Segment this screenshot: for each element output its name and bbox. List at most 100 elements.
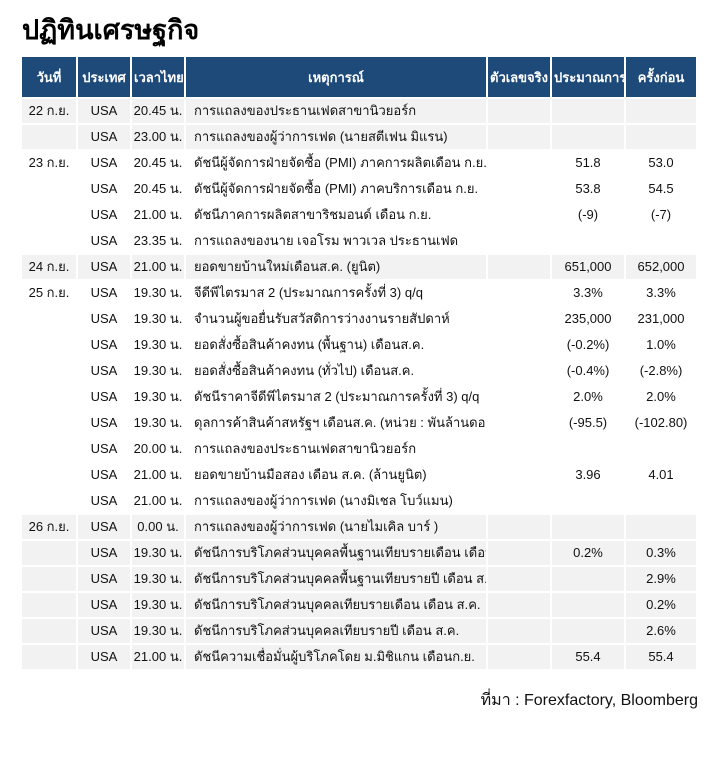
cell-event: การแถลงของนาย เจอโรม พาวเวล ประธานเฟด bbox=[186, 229, 486, 254]
cell-forecast: 651,000 bbox=[552, 255, 624, 280]
source-note: ที่มา : Forexfactory, Bloomberg bbox=[480, 692, 698, 710]
table-row: USA 19.30 น. ดัชนีการบริโภคส่วนบุคคลพื้นฐา… bbox=[22, 567, 696, 592]
cell-forecast bbox=[552, 125, 624, 150]
cell-time: 19.30 น. bbox=[132, 385, 184, 410]
table-row: USA 19.30 น. ดุลการค้าสินค้าสหรัฐฯ เดือนส.… bbox=[22, 411, 696, 436]
cell-actual bbox=[488, 333, 550, 358]
cell-time: 19.30 น. bbox=[132, 541, 184, 566]
cell-event: การแถลงของผู้ว่าการเฟด (นายสตีเฟน มิแรน) bbox=[186, 125, 486, 150]
cell-previous: 1.0% bbox=[626, 333, 696, 358]
cell-country: USA bbox=[78, 619, 130, 644]
cell-date bbox=[22, 593, 76, 618]
cell-actual bbox=[488, 515, 550, 540]
cell-country: USA bbox=[78, 99, 130, 124]
table-row: 23 ก.ย. USA 20.45 น. ดัชนีผู้จัดการฝ่ายจัดซ… bbox=[22, 151, 696, 176]
cell-forecast: 0.2% bbox=[552, 541, 624, 566]
cell-date bbox=[22, 307, 76, 332]
cell-actual bbox=[488, 593, 550, 618]
cell-date bbox=[22, 437, 76, 462]
cell-country: USA bbox=[78, 541, 130, 566]
cell-event: จำนวนผู้ขอยื่นรับสวัสดิการว่างงานรายสัปด… bbox=[186, 307, 486, 332]
cell-date bbox=[22, 359, 76, 384]
cell-event: ดุลการค้าสินค้าสหรัฐฯ เดือนส.ค. (หน่วย :… bbox=[186, 411, 486, 436]
cell-date bbox=[22, 489, 76, 514]
table-row: USA 23.35 น. การแถลงของนาย เจอโรม พาวเวล ป… bbox=[22, 229, 696, 254]
cell-previous bbox=[626, 229, 696, 254]
economic-calendar-page: ปฏิทินเศรษฐกิจ วันที่ ประเทศ เวลาไทย เหตุกา… bbox=[22, 15, 698, 710]
cell-country: USA bbox=[78, 437, 130, 462]
cell-time: 20.45 น. bbox=[132, 151, 184, 176]
cell-time: 0.00 น. bbox=[132, 515, 184, 540]
cell-country: USA bbox=[78, 489, 130, 514]
cell-actual bbox=[488, 645, 550, 670]
cell-forecast bbox=[552, 593, 624, 618]
table-row: USA 20.45 น. ดัชนีผู้จัดการฝ่ายจัดซื้อ (PM… bbox=[22, 177, 696, 202]
cell-forecast: 55.4 bbox=[552, 645, 624, 670]
cell-date: 26 ก.ย. bbox=[22, 515, 76, 540]
cell-forecast: 2.0% bbox=[552, 385, 624, 410]
cell-date: 24 ก.ย. bbox=[22, 255, 76, 280]
cell-actual bbox=[488, 255, 550, 280]
cell-previous: 4.01 bbox=[626, 463, 696, 488]
cell-forecast: 53.8 bbox=[552, 177, 624, 202]
cell-forecast: (-9) bbox=[552, 203, 624, 228]
cell-date bbox=[22, 203, 76, 228]
cell-date bbox=[22, 541, 76, 566]
table-row: USA 21.00 น. ดัชนีความเชื่อมั่นผู้บริโภคโด… bbox=[22, 645, 696, 670]
table-row: USA 21.00 น. ยอดขายบ้านมือสอง เดือน ส.ค. (… bbox=[22, 463, 696, 488]
cell-country: USA bbox=[78, 515, 130, 540]
cell-event: ดัชนีราคาจีดีพีไตรมาส 2 (ประมาณการครั้งท… bbox=[186, 385, 486, 410]
cell-previous: 2.6% bbox=[626, 619, 696, 644]
cell-forecast: (-95.5) bbox=[552, 411, 624, 436]
table-row: USA 20.00 น. การแถลงของประธานเฟดสาขานิวยอร… bbox=[22, 437, 696, 462]
cell-time: 19.30 น. bbox=[132, 359, 184, 384]
cell-event: ดัชนีการบริโภคส่วนบุคคลพื้นฐานเทียบรายปี… bbox=[186, 567, 486, 592]
cell-country: USA bbox=[78, 593, 130, 618]
cell-time: 21.00 น. bbox=[132, 489, 184, 514]
cell-previous: 0.2% bbox=[626, 593, 696, 618]
cell-country: USA bbox=[78, 203, 130, 228]
cell-date bbox=[22, 619, 76, 644]
cell-actual bbox=[488, 463, 550, 488]
column-header-2: เวลาไทย bbox=[132, 57, 184, 98]
cell-country: USA bbox=[78, 645, 130, 670]
cell-time: 19.30 น. bbox=[132, 619, 184, 644]
cell-event: การแถลงของประธานเฟดสาขานิวยอร์ก bbox=[186, 437, 486, 462]
cell-country: USA bbox=[78, 229, 130, 254]
cell-country: USA bbox=[78, 307, 130, 332]
cell-actual bbox=[488, 99, 550, 124]
cell-forecast bbox=[552, 229, 624, 254]
cell-time: 19.30 น. bbox=[132, 411, 184, 436]
cell-actual bbox=[488, 151, 550, 176]
cell-event: ดัชนีผู้จัดการฝ่ายจัดซื้อ (PMI) ภาคบริกา… bbox=[186, 177, 486, 202]
cell-date: 23 ก.ย. bbox=[22, 151, 76, 176]
cell-forecast: 3.96 bbox=[552, 463, 624, 488]
cell-time: 19.30 น. bbox=[132, 281, 184, 306]
cell-actual bbox=[488, 385, 550, 410]
cell-previous: 231,000 bbox=[626, 307, 696, 332]
cell-previous bbox=[626, 515, 696, 540]
cell-country: USA bbox=[78, 359, 130, 384]
cell-country: USA bbox=[78, 567, 130, 592]
cell-country: USA bbox=[78, 333, 130, 358]
cell-event: ดัชนีผู้จัดการฝ่ายจัดซื้อ (PMI) ภาคการผล… bbox=[186, 151, 486, 176]
cell-previous: 3.3% bbox=[626, 281, 696, 306]
cell-date bbox=[22, 385, 76, 410]
table-row: USA 19.30 น. ยอดสั่งซื้อสินค้าคงทน (ทั่วไป… bbox=[22, 359, 696, 384]
table-row: USA 19.30 น. ดัชนีการบริโภคส่วนบุคคลเทียบร… bbox=[22, 593, 696, 618]
table-row: USA 19.30 น. ดัชนีการบริโภคส่วนบุคคลเทียบร… bbox=[22, 619, 696, 644]
cell-actual bbox=[488, 541, 550, 566]
cell-event: ดัชนีการบริโภคส่วนบุคคลพื้นฐานเทียบรายเด… bbox=[186, 541, 486, 566]
cell-previous: 652,000 bbox=[626, 255, 696, 280]
cell-country: USA bbox=[78, 255, 130, 280]
cell-actual bbox=[488, 307, 550, 332]
cell-date bbox=[22, 567, 76, 592]
cell-time: 19.30 น. bbox=[132, 307, 184, 332]
cell-actual bbox=[488, 281, 550, 306]
cell-event: ดัชนีการบริโภคส่วนบุคคลเทียบรายเดือน เดื… bbox=[186, 593, 486, 618]
cell-forecast bbox=[552, 567, 624, 592]
cell-actual bbox=[488, 359, 550, 384]
cell-actual bbox=[488, 437, 550, 462]
cell-date bbox=[22, 125, 76, 150]
cell-actual bbox=[488, 567, 550, 592]
